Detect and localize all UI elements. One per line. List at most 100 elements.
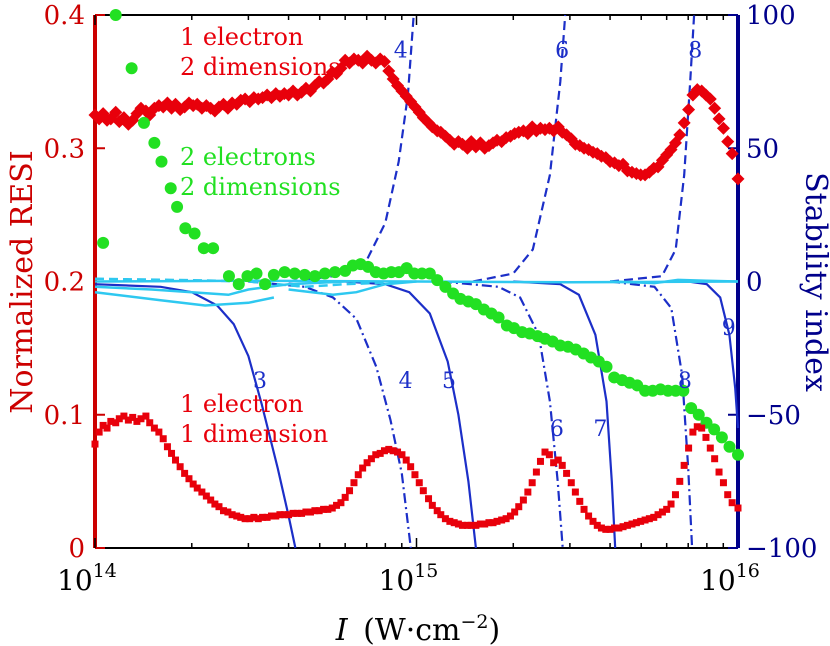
- point-one_electron_one_dimension: [407, 463, 415, 471]
- point-one_electron_two_dimensions: [529, 124, 543, 138]
- point-one_electron_one_dimension: [354, 471, 362, 479]
- point-one_electron_one_dimension: [619, 523, 627, 531]
- point-one_electron_one_dimension: [606, 525, 614, 533]
- x-tick-label: 1016: [700, 560, 760, 597]
- axes-layer: 0 0.1 0.2 0.3 0.4 −100 −50 0 50 100 1014 1015 1016: [44, 1, 818, 597]
- point-one_electron_one_dimension: [172, 456, 180, 464]
- point-one_electron_one_dimension: [394, 448, 402, 456]
- point-one_electron_one_dimension: [433, 507, 441, 515]
- curve-number-label: 8: [678, 369, 692, 394]
- point-two_electrons_two_dimensions: [267, 268, 280, 281]
- point-one_electron_one_dimension: [95, 428, 103, 436]
- point-one_electron_two_dimensions: [373, 52, 387, 66]
- point-one_electron_one_dimension: [428, 501, 436, 509]
- y-left-label: Normalized RESI: [5, 150, 40, 413]
- point-one_electron_one_dimension: [198, 488, 206, 496]
- y-left-tick-label: 0.3: [44, 134, 85, 164]
- point-one_electron_one_dimension: [337, 499, 345, 507]
- point-one_electron_one_dimension: [580, 505, 588, 513]
- point-one_electron_one_dimension: [285, 511, 293, 519]
- x-tick-label: 1015: [379, 560, 439, 597]
- stability-curve-n3-solid: [94, 283, 297, 549]
- point-one_electron_two_dimensions: [547, 124, 561, 138]
- point-one_electron_one_dimension: [268, 512, 276, 520]
- y-right-tick-label: 0: [746, 268, 763, 298]
- point-one_electron_one_dimension: [628, 520, 636, 528]
- annotation-1e-1d: 1 dimension: [180, 420, 328, 448]
- annotation-1e-1d: 1 electron: [180, 390, 303, 418]
- point-two_electrons_two_dimensions: [171, 200, 184, 213]
- curve-number-label: 3: [253, 369, 267, 394]
- annotation-1e-2d: 1 electron: [180, 23, 303, 51]
- point-one_electron_one_dimension: [511, 508, 519, 516]
- stability-curve-n8-dashdot: [609, 280, 694, 549]
- annotation-2e-2d: 2 electrons: [180, 143, 316, 171]
- y-right-tick-label: −100: [746, 534, 817, 564]
- point-one_electron_one_dimension: [315, 507, 323, 515]
- point-two_electrons_two_dimensions: [232, 278, 245, 291]
- point-one_electron_one_dimension: [446, 517, 454, 525]
- stability-curve-aux-15: [610, 278, 739, 285]
- curve-number-label: 5: [442, 369, 456, 394]
- point-one_electron_one_dimension: [585, 512, 593, 520]
- point-one_electron_one_dimension: [250, 513, 258, 521]
- point-one_electron_one_dimension: [168, 449, 176, 457]
- point-one_electron_one_dimension: [450, 519, 458, 527]
- point-one_electron_one_dimension: [589, 517, 597, 525]
- point-one_electron_one_dimension: [120, 412, 128, 420]
- x-axis-label: I (W·cm−2): [335, 611, 500, 646]
- y-left-tick-label: 0: [68, 534, 85, 564]
- point-one_electron_one_dimension: [142, 412, 150, 420]
- point-one_electron_two_dimensions: [703, 92, 717, 106]
- point-two_electrons_two_dimensions: [288, 267, 301, 280]
- point-one_electron_one_dimension: [112, 419, 120, 427]
- point-one_electron_one_dimension: [689, 428, 697, 436]
- annotation-2e-2d: 2 dimensions: [180, 173, 341, 201]
- point-one_electron_one_dimension: [133, 417, 141, 425]
- point-one_electron_one_dimension: [658, 508, 666, 516]
- curve-number-label: 4: [394, 39, 408, 64]
- point-two_electrons_two_dimensions: [164, 182, 177, 195]
- point-one_electron_two_dimensions: [682, 103, 696, 117]
- point-one_electron_one_dimension: [367, 455, 375, 463]
- point-one_electron_one_dimension: [189, 480, 197, 488]
- point-one_electron_one_dimension: [554, 456, 562, 464]
- point-one_electron_two_dimensions: [721, 135, 735, 149]
- point-one_electron_one_dimension: [519, 496, 527, 504]
- point-one_electron_one_dimension: [576, 497, 584, 505]
- point-one_electron_one_dimension: [163, 443, 171, 451]
- point-two_electrons_two_dimensions: [155, 155, 168, 168]
- x-axis-variable: I: [335, 613, 349, 646]
- point-one_electron_one_dimension: [698, 424, 706, 432]
- point-two_electrons_two_dimensions: [308, 270, 321, 283]
- point-one_electron_one_dimension: [489, 519, 497, 527]
- point-two_electrons_two_dimensions: [318, 267, 331, 280]
- point-one_electron_one_dimension: [481, 520, 489, 528]
- point-one_electron_one_dimension: [676, 477, 684, 485]
- point-one_electron_one_dimension: [641, 516, 649, 524]
- point-one_electron_one_dimension: [137, 415, 145, 423]
- stability-curve-aux-12: [94, 290, 275, 307]
- point-one_electron_one_dimension: [276, 511, 284, 519]
- point-one_electron_one_dimension: [415, 479, 423, 487]
- point-one_electron_one_dimension: [611, 524, 619, 532]
- point-one_electron_one_dimension: [545, 451, 553, 459]
- point-two_electrons_two_dimensions: [137, 116, 150, 129]
- point-two_electrons_two_dimensions: [692, 408, 705, 421]
- point-two_electrons_two_dimensions: [241, 270, 254, 283]
- point-one_electron_one_dimension: [237, 513, 245, 521]
- stability-curve-n4-dashdot: [248, 280, 412, 549]
- point-two_electrons_two_dimensions: [207, 242, 220, 255]
- point-one_electron_one_dimension: [320, 505, 328, 513]
- point-one_electron_one_dimension: [719, 479, 727, 487]
- point-one_electron_one_dimension: [298, 509, 306, 517]
- point-two_electrons_two_dimensions: [188, 227, 201, 240]
- point-two_electrons_two_dimensions: [732, 448, 744, 461]
- curve-number-label: 6: [555, 39, 569, 64]
- point-one_electron_one_dimension: [667, 500, 675, 508]
- point-one_electron_one_dimension: [91, 440, 99, 448]
- point-one_electron_one_dimension: [437, 511, 445, 519]
- point-one_electron_two_dimensions: [708, 101, 722, 115]
- point-one_electron_one_dimension: [402, 456, 410, 464]
- point-one_electron_two_dimensions: [725, 147, 739, 161]
